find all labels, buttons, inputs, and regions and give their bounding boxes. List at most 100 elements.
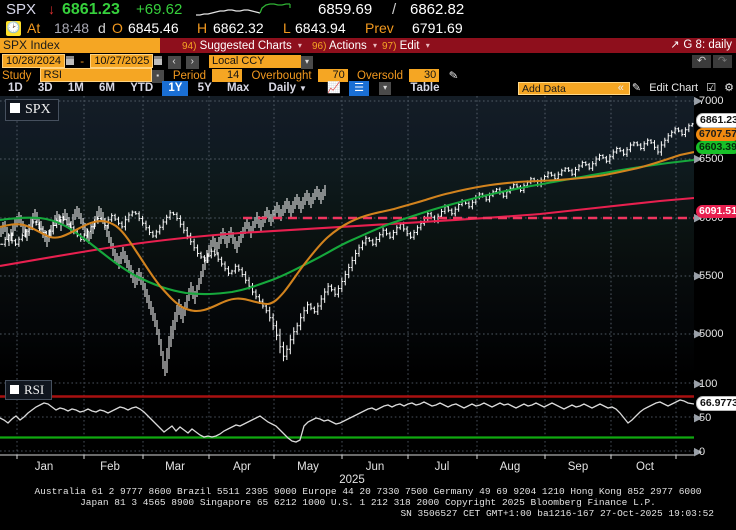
edit-chart-button[interactable]: Edit Chart <box>649 82 699 94</box>
y-tick-5500: ▶5500 <box>694 270 724 282</box>
oversold-input[interactable]: 30 <box>409 69 440 82</box>
period-input[interactable]: 14 <box>212 69 243 82</box>
period-button-1d[interactable]: 1D <box>8 82 23 94</box>
period-button-ytd[interactable]: YTD <box>130 82 154 94</box>
rsi-panel[interactable]: RSI <box>0 378 694 456</box>
pencil-icon[interactable]: ✎ <box>631 82 642 94</box>
undo-icon[interactable]: ↶ <box>692 55 711 68</box>
date-range-dash: - <box>80 56 85 68</box>
direction-arrow-icon: ↓ <box>48 1 55 17</box>
overbought-label: Overbought <box>251 70 312 82</box>
x-tick-apr: Apr <box>233 461 251 473</box>
menu-edit[interactable]: 97) Edit ▾ <box>382 38 430 53</box>
y-tick-label: 7000 <box>699 95 724 107</box>
last-price-label: 6861.23 <box>696 113 736 128</box>
footer-line-1: Australia 61 2 9777 8600 Brazil 5511 239… <box>34 486 702 497</box>
calendar-icon[interactable] <box>66 56 75 65</box>
frequency-select[interactable]: Daily ▼ <box>263 81 313 96</box>
x-tick-jan: Jan <box>34 461 54 473</box>
bid-price: 6859.69 <box>318 1 373 18</box>
day-flag: d <box>98 20 106 36</box>
chevron-down-icon: ▾ <box>297 41 302 50</box>
menu-label: Edit <box>399 40 420 52</box>
chevron-down-icon[interactable]: ▾ <box>300 56 313 69</box>
chart-tools-group: « ✎ Edit Chart ☑ ⚙ <box>613 81 734 96</box>
menu-label: Suggested Charts <box>199 40 292 52</box>
y-tick-7000: ▶7000 <box>694 95 724 107</box>
legend-label: RSI <box>24 382 45 397</box>
y-axis[interactable]: ▶7000 ▶6500 ▶6000 ▶5500 ▶5000 6861.23 67… <box>694 95 736 458</box>
menu-number: 94) <box>182 41 197 52</box>
open-label: O <box>112 20 123 36</box>
legend-swatch <box>10 385 19 394</box>
table-button[interactable]: Table <box>410 82 440 94</box>
annotate-icon[interactable]: ☑ <box>706 82 717 94</box>
price-panel[interactable]: SPX <box>0 96 694 376</box>
chart-preset-label[interactable]: ↗ G 8: daily <box>670 38 732 53</box>
y-tick-label: 5000 <box>699 328 724 340</box>
clock-icon[interactable]: 🕑 <box>6 21 21 36</box>
chevron-down-icon[interactable]: ▪ <box>151 70 164 83</box>
chevron-down-icon: ▾ <box>425 41 430 50</box>
ticker-symbol[interactable]: SPX <box>6 1 37 18</box>
date-to-input[interactable]: 10/27/2025 <box>90 54 154 68</box>
x-axis: Jan Feb Mar Apr May Jun Jul Aug Sep Oct … <box>0 454 736 486</box>
period-button-6m[interactable]: 6M <box>99 82 115 94</box>
y-tick-6500: ▶6500 <box>694 153 724 165</box>
gear-icon[interactable]: ⚙ <box>724 82 734 94</box>
y-tick-label: 6500 <box>699 153 724 165</box>
menu-actions[interactable]: 96) Actions ▾ <box>312 38 377 53</box>
period-button-max[interactable]: Max <box>226 82 250 94</box>
legend-label: SPX <box>25 102 51 117</box>
y-tick-5000: ▶5000 <box>694 328 724 340</box>
study-select[interactable]: RSI <box>39 68 152 82</box>
currency-select[interactable]: Local CCY <box>208 55 301 68</box>
period-button-3d[interactable]: 3D <box>37 82 53 94</box>
bar-chart-icon[interactable]: ☰ <box>349 81 369 96</box>
popout-icon[interactable]: ↗ <box>670 39 680 51</box>
bid-ask-separator: / <box>392 1 397 18</box>
redo-icon[interactable]: ↷ <box>713 55 732 68</box>
quote-time: 18:48 <box>54 20 90 36</box>
menu-suggested-charts[interactable]: 94) Suggested Charts ▾ <box>182 38 302 53</box>
rsi-plot-svg <box>0 378 694 456</box>
footer-line-2: Japan 81 3 4565 8900 Singapore 65 6212 1… <box>80 497 656 508</box>
study-settings-row: Study RSI ▪ Period 14 Overbought 70 Overs… <box>0 68 460 83</box>
prev-label: Prev <box>365 20 394 36</box>
rsi-tick-0: ▶0 <box>694 446 706 458</box>
period-button-1m[interactable]: 1M <box>67 82 84 94</box>
legend-swatch <box>10 103 20 113</box>
y-tick-label: 100 <box>699 378 718 390</box>
rsi-tick-100: ▶100 <box>694 378 718 390</box>
y-tick-label: 5500 <box>699 270 724 282</box>
date-from-input[interactable]: 10/28/2024 <box>2 54 66 68</box>
chart-canvas[interactable]: SPX <box>0 96 736 456</box>
low-price: 6843.94 <box>295 20 346 36</box>
security-input[interactable]: SPX Index <box>0 38 160 53</box>
intraday-sparkline <box>196 2 301 18</box>
rsi-value-label: 66.9773 <box>696 396 736 411</box>
period-button-5y[interactable]: 5Y <box>197 82 212 94</box>
next-range-button[interactable]: › <box>185 56 199 69</box>
add-data-input[interactable]: Add Data <box>518 82 630 95</box>
period-label: Period <box>172 70 207 82</box>
period-button-1y[interactable]: 1Y <box>162 81 189 96</box>
footer-line-3: SN 3506527 CET GMT+1:00 ba1216-167 27-Oc… <box>400 508 714 519</box>
x-tick-may: May <box>297 461 319 473</box>
x-tick-jul: Jul <box>434 461 450 473</box>
calendar-icon[interactable] <box>154 56 163 65</box>
oversold-label: Oversold <box>357 70 404 82</box>
prev-range-button[interactable]: ‹ <box>167 56 181 69</box>
chevron-down-icon[interactable]: ▾ <box>379 82 392 95</box>
line-chart-icon[interactable]: 📈 <box>327 82 341 94</box>
quote-header-row-1: SPX ↓ 6861.23 +69.62 6859.69 / 6862.82 <box>0 0 736 19</box>
pencil-icon[interactable]: ✎ <box>448 69 460 83</box>
overbought-input[interactable]: 70 <box>317 69 348 82</box>
quote-header-row-2: 🕑 At 18:48 d O 6845.46 H 6862.32 L 6843.… <box>0 19 736 38</box>
frequency-label: Daily <box>268 82 297 94</box>
rsi-tick-50: ▶50 <box>694 412 712 424</box>
low-label: L <box>283 20 291 36</box>
collapse-icon[interactable]: « <box>617 82 624 94</box>
price-change: +69.62 <box>136 1 183 18</box>
